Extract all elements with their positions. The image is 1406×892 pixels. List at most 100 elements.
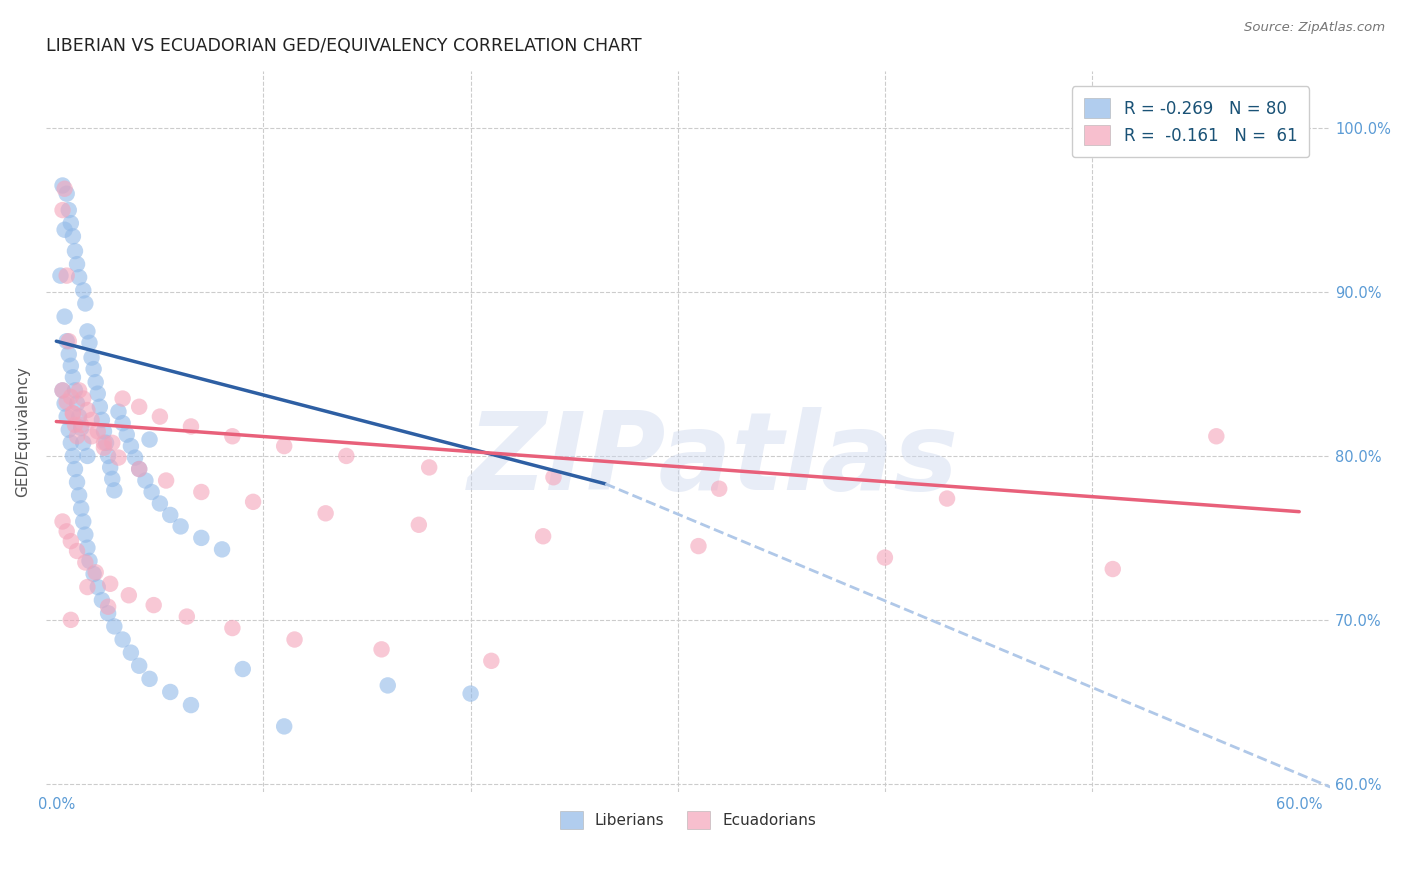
Point [84, 566, 107, 580]
Point [55, 409, 77, 424]
Point [59, 216, 82, 230]
Point [120, 439, 142, 453]
Point [111, 416, 134, 430]
Point [98, 460, 121, 475]
Point [72, 392, 94, 406]
Point [97, 449, 120, 463]
Point [155, 474, 177, 488]
Point [72, 435, 94, 450]
Point [479, 654, 502, 668]
Point [221, 621, 243, 635]
Point [49, 268, 72, 283]
Point [58, 203, 80, 218]
Point [53, 396, 76, 410]
Point [63, 384, 86, 398]
Point [97, 599, 120, 614]
Point [128, 462, 150, 476]
Point [66, 257, 89, 271]
Point [76, 580, 98, 594]
Point [128, 658, 150, 673]
Point [76, 324, 98, 338]
Point [72, 284, 94, 298]
Point [55, 334, 77, 349]
Point [66, 429, 89, 443]
Point [103, 483, 125, 498]
Point [59, 534, 82, 549]
Point [55, 524, 77, 539]
Point [62, 370, 84, 384]
Point [149, 409, 172, 424]
Point [53, 223, 76, 237]
Y-axis label: GED/Equivalency: GED/Equivalency [15, 366, 30, 497]
Point [80, 351, 103, 365]
Point [1101, 562, 1123, 576]
Point [98, 576, 121, 591]
Point [70, 417, 93, 432]
Point [211, 542, 233, 557]
Point [87, 425, 110, 439]
Point [51, 515, 73, 529]
Point [142, 598, 165, 612]
Point [94, 435, 117, 450]
Point [53, 182, 76, 196]
Point [75, 296, 97, 310]
Point [79, 554, 101, 568]
Point [70, 501, 93, 516]
Point [138, 672, 160, 686]
Point [51, 384, 73, 398]
Point [273, 719, 295, 733]
Point [221, 429, 243, 443]
Point [79, 335, 101, 350]
Point [58, 423, 80, 437]
Point [83, 566, 105, 581]
Point [62, 449, 84, 463]
Point [543, 470, 565, 484]
Point [190, 485, 212, 500]
Point [70, 421, 93, 435]
Text: ZIPatlas: ZIPatlas [468, 408, 959, 513]
Point [370, 642, 392, 657]
Point [273, 439, 295, 453]
Point [124, 450, 146, 465]
Point [101, 435, 124, 450]
Point [72, 515, 94, 529]
Point [103, 619, 125, 633]
Point [688, 539, 710, 553]
Point [63, 462, 86, 476]
Point [80, 413, 103, 427]
Point [53, 310, 76, 324]
Point [159, 685, 181, 699]
Point [1205, 429, 1227, 443]
Point [709, 482, 731, 496]
Point [283, 632, 305, 647]
Legend: Liberians, Ecuadorians: Liberians, Ecuadorians [554, 805, 823, 835]
Point [87, 386, 110, 401]
Point [460, 687, 482, 701]
Point [418, 460, 440, 475]
Point [176, 609, 198, 624]
Text: Source: ZipAtlas.com: Source: ZipAtlas.com [1244, 21, 1385, 35]
Point [120, 646, 142, 660]
Point [55, 395, 77, 409]
Point [138, 433, 160, 447]
Point [873, 550, 896, 565]
Point [62, 229, 84, 244]
Point [51, 384, 73, 398]
Point [149, 496, 172, 510]
Point [408, 517, 430, 532]
Point [93, 425, 115, 439]
Point [134, 474, 156, 488]
Point [531, 529, 554, 543]
Point [180, 698, 202, 712]
Point [159, 508, 181, 522]
Point [58, 334, 80, 349]
Point [62, 406, 84, 420]
Point [93, 435, 115, 450]
Point [128, 400, 150, 414]
Point [59, 435, 82, 450]
Point [101, 472, 124, 486]
Point [76, 403, 98, 417]
Point [128, 462, 150, 476]
Point [315, 506, 337, 520]
Point [97, 607, 120, 621]
